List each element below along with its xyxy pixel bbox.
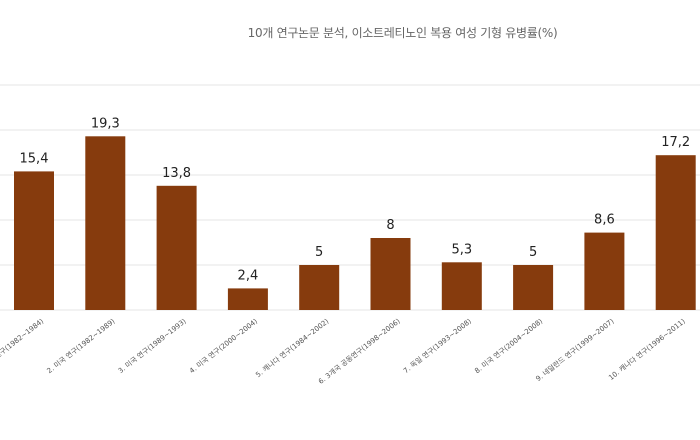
bar [370, 238, 411, 310]
x-tick-label: 10. 캐나다 연구(1996~2011) [607, 316, 687, 382]
bar [227, 288, 268, 310]
bar [85, 136, 126, 310]
x-tick-label: 1. 미국 연구(1982~1984) [0, 316, 45, 375]
value-labels: 15,4 19,3 13,8 2,4 5 8 5,3 5 8,6 17,2 [20, 116, 691, 283]
data-label: 13,8 [162, 166, 191, 181]
data-label: 17,2 [661, 135, 690, 150]
data-label: 2,4 [238, 268, 259, 283]
x-tick-label: 5. 캐나다 연구(1984~2002) [254, 316, 331, 379]
bar [655, 155, 696, 310]
x-tick-label: 3. 미국 연구(1989~1993) [116, 316, 188, 375]
x-tick-label: 6. 3개국 공동연구(1998~2006) [316, 316, 401, 386]
bar [14, 171, 54, 310]
bar [299, 265, 340, 310]
x-tick-label: 8. 미국 연구(2004~2008) [473, 316, 545, 375]
data-label: 5 [315, 245, 323, 260]
chart-title: 10개 연구논문 분석, 이소트레티노인 복용 여성 기형 유병률(%) [247, 26, 558, 40]
data-label: 5 [529, 245, 537, 260]
data-label: 5,3 [451, 242, 472, 257]
x-tick-label: 7. 독일 연구(1993~2008) [401, 316, 473, 375]
bar [441, 262, 482, 310]
bars [14, 136, 696, 310]
data-label: 8,6 [594, 213, 615, 228]
data-label: 19,3 [91, 116, 120, 131]
category-labels: 1. 미국 연구(1982~1984)2. 미국 연구(1982~1989)3.… [0, 316, 687, 386]
data-label: 15,4 [20, 151, 49, 166]
gridlines [0, 84, 700, 311]
bar [156, 185, 197, 310]
x-tick-label: 4. 미국 연구(2000~2004) [188, 316, 260, 375]
x-tick-label: 2. 미국 연구(1982~1989) [45, 316, 117, 375]
x-tick-label: 9. 네덜란드 연구(1999~2007) [534, 316, 616, 383]
data-label: 8 [386, 218, 394, 233]
bar [584, 232, 625, 310]
bar [513, 265, 554, 310]
